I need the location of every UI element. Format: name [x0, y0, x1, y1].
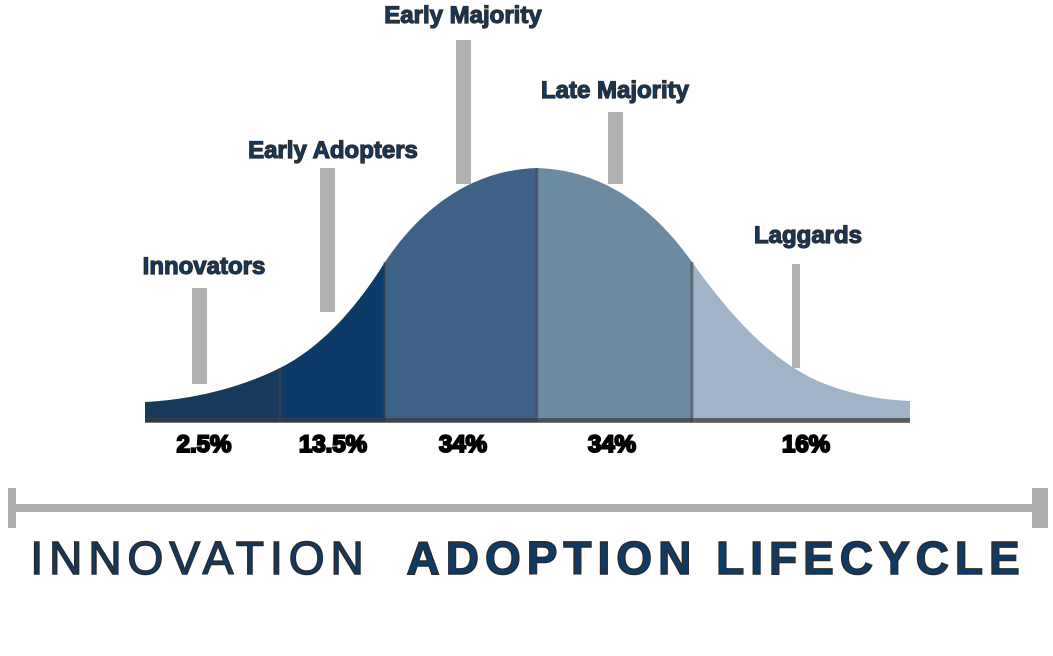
percent-late-majority: 34%: [588, 431, 636, 458]
range-bar: [8, 488, 1048, 528]
category-labels: Early Majority Late Majority Early Adopt…: [142, 1, 863, 280]
percent-laggards: 16%: [782, 431, 830, 458]
label-early-adopters: Early Adopters: [248, 137, 418, 164]
leader-line-laggards: [792, 264, 800, 368]
percent-innovators: 2.5%: [177, 431, 232, 458]
leader-line-early-majority: [456, 40, 471, 184]
segment-early-adopters: [280, 262, 385, 422]
percent-early-majority: 34%: [439, 431, 487, 458]
range-bar-left-cap: [8, 488, 16, 528]
segment-late-majority: [537, 168, 692, 422]
segment-innovators: [145, 368, 280, 422]
range-bar-right-cap: [1032, 488, 1048, 528]
label-laggards: Laggards: [754, 222, 862, 249]
percent-labels: 2.5% 13.5% 34% 34% 16%: [176, 430, 831, 459]
chart-title: INNOVATION ADOPTION LIFECYCLE: [30, 532, 1025, 584]
leader-lines: [192, 40, 800, 384]
label-late-majority: Late Majority: [541, 77, 690, 104]
bell-curve: [145, 168, 910, 423]
curve-baseline: [145, 418, 910, 423]
segment-laggards: [692, 262, 910, 422]
title-bold-part: ADOPTION LIFECYCLE: [407, 532, 1026, 584]
segment-early-majority: [385, 168, 537, 422]
label-early-majority: Early Majority: [384, 2, 542, 29]
range-bar-line: [8, 504, 1046, 512]
title-light-part: INNOVATION: [30, 532, 369, 584]
leader-line-innovators: [192, 288, 207, 384]
leader-line-early-adopters: [320, 168, 335, 312]
leader-line-late-majority: [608, 112, 623, 184]
label-innovators: Innovators: [143, 253, 266, 280]
percent-early-adopters: 13.5%: [299, 431, 367, 458]
